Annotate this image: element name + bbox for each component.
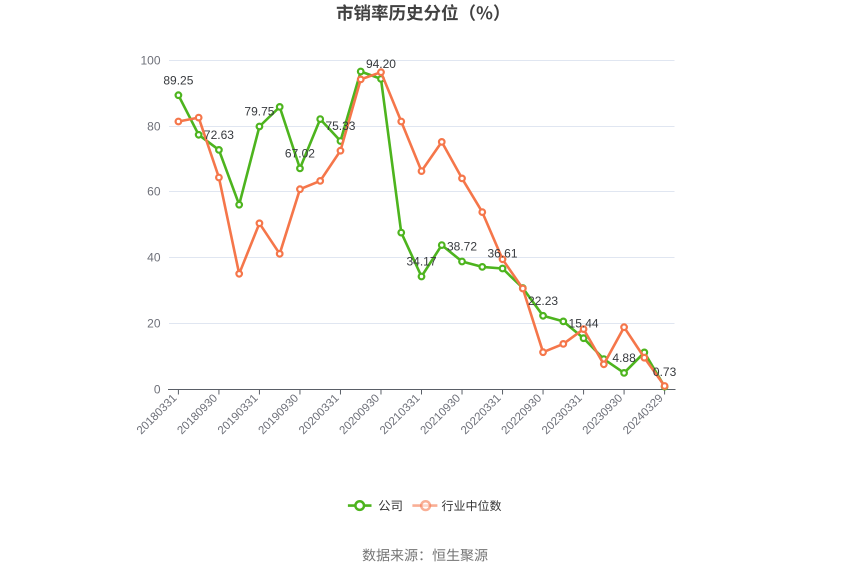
svg-text:79.75: 79.75 [244, 105, 274, 119]
svg-text:75.33: 75.33 [325, 119, 355, 133]
svg-text:20180331: 20180331 [135, 392, 180, 437]
svg-text:36.61: 36.61 [488, 247, 518, 261]
svg-text:94.20: 94.20 [366, 57, 396, 71]
svg-text:15.44: 15.44 [569, 316, 599, 330]
svg-text:20180930: 20180930 [175, 392, 220, 437]
svg-text:20210331: 20210331 [378, 392, 423, 437]
svg-text:20: 20 [147, 317, 161, 331]
svg-text:100: 100 [140, 54, 160, 68]
svg-text:60: 60 [147, 185, 161, 199]
svg-text:34.17: 34.17 [406, 255, 436, 269]
svg-text:72.63: 72.63 [204, 128, 234, 142]
svg-text:0.73: 0.73 [653, 365, 677, 379]
svg-text:20230930: 20230930 [581, 392, 626, 437]
svg-text:20220930: 20220930 [500, 392, 545, 437]
svg-text:0: 0 [154, 383, 161, 397]
svg-text:4.88: 4.88 [612, 351, 636, 365]
svg-text:80: 80 [147, 120, 161, 134]
svg-text:20230331: 20230331 [540, 392, 585, 437]
svg-text:20210930: 20210930 [419, 392, 464, 437]
svg-text:20200930: 20200930 [337, 392, 382, 437]
svg-text:67.02: 67.02 [285, 147, 315, 161]
svg-text:20190331: 20190331 [216, 392, 261, 437]
svg-text:20200331: 20200331 [297, 392, 342, 437]
svg-text:20220331: 20220331 [459, 392, 504, 437]
svg-text:20190930: 20190930 [256, 392, 301, 437]
svg-text:38.72: 38.72 [447, 240, 477, 254]
svg-text:89.25: 89.25 [163, 73, 193, 87]
svg-text:40: 40 [147, 251, 161, 265]
svg-text:20240329: 20240329 [621, 392, 666, 437]
svg-text:22.23: 22.23 [528, 294, 558, 308]
